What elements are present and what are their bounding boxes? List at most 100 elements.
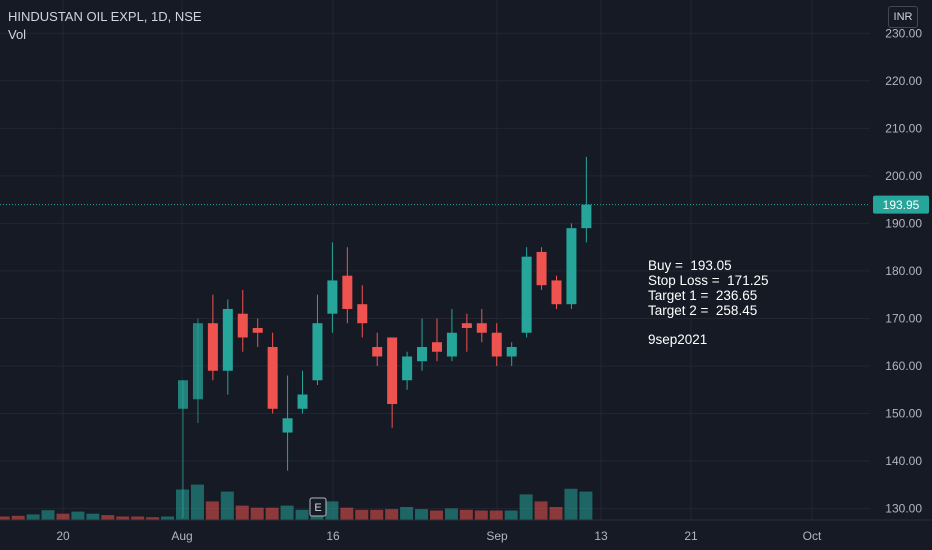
price-tick-label: 190.00: [885, 216, 922, 230]
volume-bar: [190, 484, 204, 520]
annotation-stop-loss: Stop Loss = 171.25: [648, 273, 769, 288]
price-tick-label: 220.00: [885, 74, 922, 88]
volume-bar: [41, 510, 55, 520]
candle-body: [222, 308, 233, 371]
volume-bar: [0, 516, 10, 520]
candle-body: [252, 327, 263, 333]
candle-body: [312, 323, 323, 381]
volume-bar: [131, 516, 145, 520]
volume-bar: [385, 509, 399, 520]
price-tick-label: 180.00: [885, 264, 922, 278]
price-tick-label: 200.00: [885, 169, 922, 183]
earnings-marker-box: [309, 497, 327, 517]
volume-bar: [71, 511, 85, 520]
candle-body: [521, 256, 532, 333]
volume-bar: [325, 501, 339, 520]
candle-body: [178, 380, 188, 409]
candle-body: [431, 342, 442, 352]
volume-bar: [415, 509, 429, 520]
volume-bar: [444, 508, 458, 520]
annotation-target-2: Target 2 = 258.45: [648, 303, 758, 318]
price-tick-label: 140.00: [885, 454, 922, 468]
candle-body: [282, 418, 293, 433]
volume-bar: [101, 515, 115, 520]
candle-body: [551, 280, 562, 305]
annotation-target-1: Target 1 = 236.65: [648, 288, 758, 303]
volume-bar: [26, 514, 40, 520]
annotation-buy: Buy = 193.05: [648, 258, 732, 273]
volume-bar: [161, 516, 175, 520]
volume-bar: [579, 491, 593, 520]
price-tick-label: 150.00: [885, 407, 922, 421]
candle-body: [387, 337, 398, 405]
volume-legend[interactable]: Vol: [8, 27, 27, 42]
volume-bar: [11, 515, 25, 520]
candle-body: [446, 332, 457, 357]
volume-bar: [474, 510, 488, 520]
candle-body: [417, 346, 428, 362]
earnings-marker-label: E: [314, 502, 321, 514]
time-tick-label: Sep: [486, 529, 508, 543]
price-tick-label: 170.00: [885, 311, 922, 325]
candle-body: [461, 323, 472, 328]
trade-annotation: Buy = 193.05 Stop Loss = 171.25 Target 1…: [648, 258, 768, 347]
volume-bar: [280, 505, 294, 520]
volume-bar: [86, 513, 100, 520]
time-tick-label: Oct: [803, 529, 822, 543]
volume-bar: [295, 509, 309, 520]
currency-button[interactable]: INR: [888, 6, 918, 28]
volume-bar: [534, 501, 548, 520]
volume-bar: [56, 513, 70, 520]
volume-bar: [400, 507, 414, 520]
symbol-title[interactable]: HINDUSTAN OIL EXPL, 1D, NSE: [8, 9, 202, 24]
volume-bar: [519, 494, 533, 520]
annotation-date: 9sep2021: [648, 332, 708, 347]
volume-bar: [355, 509, 369, 520]
volume-bar: [205, 501, 219, 520]
earnings-marker[interactable]: E: [309, 497, 327, 517]
volume-bar: [549, 507, 563, 520]
price-axis[interactable]: 230.00 220.00 210.00 200.00 190.00 180.00 170.…: [873, 26, 929, 516]
volume-bars: [0, 484, 593, 520]
candle-body: [207, 323, 218, 371]
candle-body: [506, 346, 517, 357]
time-tick-label: 20: [56, 529, 70, 543]
price-tick-label: 230.00: [885, 26, 922, 40]
candle-body: [267, 346, 278, 409]
volume-bar: [370, 509, 384, 520]
volume-bar: [429, 510, 443, 520]
time-tick-label: 13: [594, 529, 608, 543]
last-price-label-bg: [873, 195, 929, 214]
volume-bar: [220, 491, 234, 520]
candle-body: [581, 204, 592, 229]
candlestick-series: [178, 156, 592, 519]
candle-body: [476, 323, 487, 333]
candle-body: [192, 323, 203, 400]
volume-bar: [340, 507, 354, 520]
grid-lines: [0, 0, 870, 520]
candle-body: [536, 251, 547, 286]
candle-body: [372, 346, 383, 357]
volume-bar: [116, 516, 130, 520]
candle-body: [491, 332, 502, 357]
candle-body: [402, 356, 413, 381]
volume-bar: [235, 505, 249, 520]
volume-bar: [504, 510, 518, 520]
candle-body: [327, 280, 338, 314]
volume-bar: [146, 517, 160, 520]
candle-body: [566, 228, 577, 305]
volume-bar: [265, 507, 279, 520]
time-tick-label: 21: [684, 529, 698, 543]
time-tick-label: 16: [326, 529, 340, 543]
candle-body: [342, 275, 353, 309]
candle-body: [237, 313, 248, 338]
candle-body: [357, 304, 368, 324]
volume-bar: [459, 509, 473, 520]
volume-bar: [564, 488, 578, 520]
price-tick-label: 130.00: [885, 502, 922, 516]
time-tick-label: Aug: [171, 529, 192, 543]
price-tick-label: 160.00: [885, 359, 922, 373]
time-axis[interactable]: 20 Aug 16 Sep 13 21 Oct: [0, 519, 932, 543]
volume-bar: [489, 510, 503, 520]
